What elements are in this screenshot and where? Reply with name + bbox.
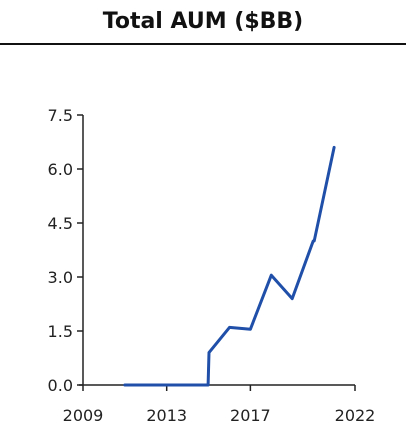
series-line bbox=[123, 145, 336, 387]
y-tick-label: 7.5 bbox=[48, 106, 73, 125]
y-tick-label: 0.0 bbox=[48, 376, 73, 395]
series bbox=[123, 145, 336, 387]
title-divider bbox=[0, 43, 406, 45]
ticks: 0.0 1.5 3.0 4.5 6.0 7.5 2009 2013 2017 2022 bbox=[48, 106, 376, 425]
y-tick-label: 6.0 bbox=[48, 160, 73, 179]
x-tick-label: 2017 bbox=[230, 406, 271, 425]
x-tick-label: 2022 bbox=[335, 406, 376, 425]
x-tick-label: 2013 bbox=[146, 406, 187, 425]
y-tick-label: 1.5 bbox=[48, 322, 73, 341]
y-tick-label: 3.0 bbox=[48, 268, 73, 287]
chart-title: Total AUM ($BB) bbox=[102, 9, 304, 34]
y-tick-label: 4.5 bbox=[48, 214, 73, 233]
x-tick-label: 2009 bbox=[63, 406, 104, 425]
